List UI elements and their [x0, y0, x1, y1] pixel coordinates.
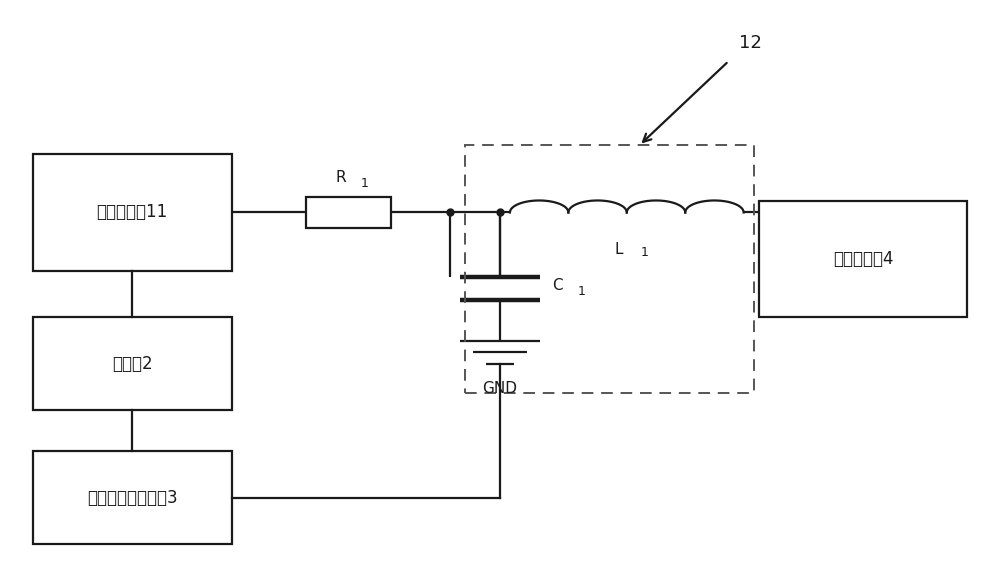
Bar: [759, 201, 967, 318]
Bar: [33, 451, 232, 544]
Text: GND: GND: [482, 382, 518, 396]
Text: 1: 1: [578, 285, 585, 298]
Bar: [465, 145, 754, 393]
Text: 1: 1: [641, 246, 649, 259]
Text: 处理器2: 处理器2: [112, 355, 152, 373]
Text: 12: 12: [739, 34, 762, 52]
Text: L: L: [615, 242, 623, 256]
Text: 人体感应片4: 人体感应片4: [833, 250, 893, 268]
Text: 信号幅度检测电路3: 信号幅度检测电路3: [87, 489, 177, 507]
Bar: [33, 154, 232, 270]
Bar: [306, 198, 391, 228]
Text: 激励信号源11: 激励信号源11: [96, 203, 168, 222]
Bar: [33, 318, 232, 410]
Text: R: R: [335, 169, 346, 185]
Text: C: C: [552, 278, 562, 293]
Text: 1: 1: [360, 178, 368, 191]
